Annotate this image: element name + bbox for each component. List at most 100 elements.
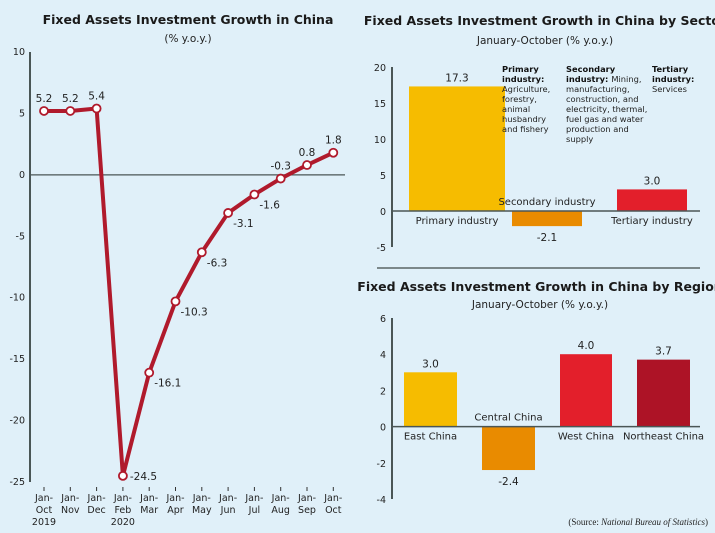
y-tick-label: 0	[380, 423, 386, 434]
note-heading: industry:	[502, 74, 544, 84]
data-label: -0.3	[270, 161, 291, 173]
data-point	[170, 296, 181, 307]
note-text: forestry,	[502, 94, 537, 104]
region-chart-title: Fixed Assets Investment Growth in China …	[357, 279, 715, 294]
x-tick-label: Jan-	[87, 493, 106, 504]
x-tick-label: Jan-	[244, 493, 263, 504]
bar	[404, 372, 457, 427]
x-tick-label: Aug	[271, 505, 290, 516]
data-label: -3.1	[233, 218, 254, 230]
sector-bar-chart: Fixed Assets Investment Growth in China …	[364, 13, 715, 254]
note-text: production and	[566, 124, 629, 134]
bar	[560, 354, 612, 427]
x-tick-label: Jan-	[192, 493, 211, 504]
category-label: Secondary industry	[498, 197, 595, 208]
note-text: supply	[566, 134, 593, 144]
y-tick-label: -5	[16, 231, 25, 242]
y-tick-label: 0	[19, 170, 25, 181]
y-tick-label: 15	[374, 99, 386, 110]
note-text: electricity, thermal,	[566, 104, 647, 114]
y-tick-label: -10	[9, 293, 25, 304]
y-tick-label: 0	[380, 207, 386, 218]
note-text: manufacturing,	[566, 84, 630, 94]
note-text: fuel gas and water	[566, 114, 644, 124]
data-label: 0.8	[299, 147, 316, 159]
data-point	[39, 106, 49, 116]
x-tick-label: Jan-	[323, 493, 342, 504]
category-label: Primary industry	[416, 216, 499, 227]
category-label: Northeast China	[623, 432, 704, 443]
data-label: 17.3	[445, 72, 468, 84]
note-heading: Secondary	[566, 64, 616, 74]
x-tick-label: Oct	[36, 505, 53, 516]
x-tick-label: Feb	[114, 505, 131, 516]
note-heading: Tertiary	[652, 64, 689, 74]
note-text: animal	[502, 104, 530, 114]
data-label: 1.8	[325, 135, 342, 147]
x-tick-label: Nov	[61, 505, 80, 516]
line-chart-subtitle: (% y.o.y.)	[164, 33, 211, 45]
data-label: 3.7	[655, 346, 672, 358]
x-tick-label: Jul	[248, 505, 260, 516]
bar	[482, 426, 535, 471]
y-tick-label: 10	[13, 47, 25, 58]
region-bar-chart: Fixed Assets Investment Growth in China …	[357, 279, 715, 506]
x-tick-label: 2019	[32, 517, 56, 528]
region-chart-subtitle: January-October (% y.o.y.)	[471, 299, 608, 311]
note-text: husbandry	[502, 114, 546, 124]
x-tick-label: 2020	[111, 517, 135, 528]
note-text: construction, and	[566, 94, 638, 104]
sector-definition-note: Tertiary industry: Services	[652, 64, 694, 94]
y-tick-label: -15	[9, 354, 25, 365]
y-tick-label: 20	[374, 63, 386, 74]
category-label: Central China	[474, 413, 542, 424]
note-text: Services	[652, 84, 687, 94]
bar	[637, 359, 690, 427]
data-point	[328, 147, 339, 158]
data-label: 5.2	[36, 93, 53, 105]
x-tick-label: Jan-	[218, 493, 237, 504]
data-label: -2.1	[537, 232, 558, 244]
note-text: Mining,	[611, 74, 641, 84]
sector-chart-title: Fixed Assets Investment Growth in China …	[364, 13, 715, 28]
note-heading: industry:	[652, 74, 694, 84]
sector-definition-note: Primary industry: Agriculture, forestry, ani…	[502, 64, 550, 134]
x-tick-label: Jan-	[271, 493, 290, 504]
category-label: Tertiary industry	[610, 216, 693, 227]
data-point	[302, 160, 312, 170]
x-tick-label: Apr	[167, 505, 184, 516]
data-label: 5.4	[88, 91, 105, 103]
y-tick-label: -4	[377, 495, 386, 506]
data-label: 3.0	[422, 358, 439, 370]
y-tick-label: -25	[9, 477, 25, 488]
data-point	[249, 189, 260, 200]
bar	[617, 189, 687, 211]
data-point	[275, 173, 286, 184]
y-tick-label: -20	[9, 416, 25, 427]
note-heading: Primary	[502, 64, 539, 74]
data-label: -1.6	[259, 200, 280, 212]
data-label: -2.4	[498, 476, 519, 488]
sector-chart-subtitle: January-October (% y.o.y.)	[476, 35, 613, 47]
bar	[512, 211, 582, 227]
x-tick-label: Sep	[298, 505, 316, 516]
x-tick-label: Jan-	[297, 493, 316, 504]
y-tick-label: 10	[374, 135, 386, 146]
y-tick-label: -5	[377, 243, 386, 254]
y-tick-label: 4	[380, 350, 386, 361]
note-heading: industry:	[566, 74, 608, 84]
data-label: -24.5	[130, 471, 157, 483]
sector-definition-note: Secondary industry: Mining, manufacturing, c…	[566, 64, 647, 144]
x-tick-label: May	[192, 505, 212, 516]
y-tick-label: 5	[380, 171, 386, 182]
x-tick-label: Dec	[87, 505, 105, 516]
y-tick-label: 6	[380, 314, 386, 325]
x-tick-label: Jan-	[139, 493, 158, 504]
y-tick-label: 5	[19, 108, 25, 119]
data-label: -16.1	[154, 378, 181, 390]
data-point	[144, 367, 155, 378]
note-text: Agriculture,	[502, 84, 550, 94]
data-label: 3.0	[644, 175, 661, 187]
category-label: West China	[558, 432, 614, 443]
